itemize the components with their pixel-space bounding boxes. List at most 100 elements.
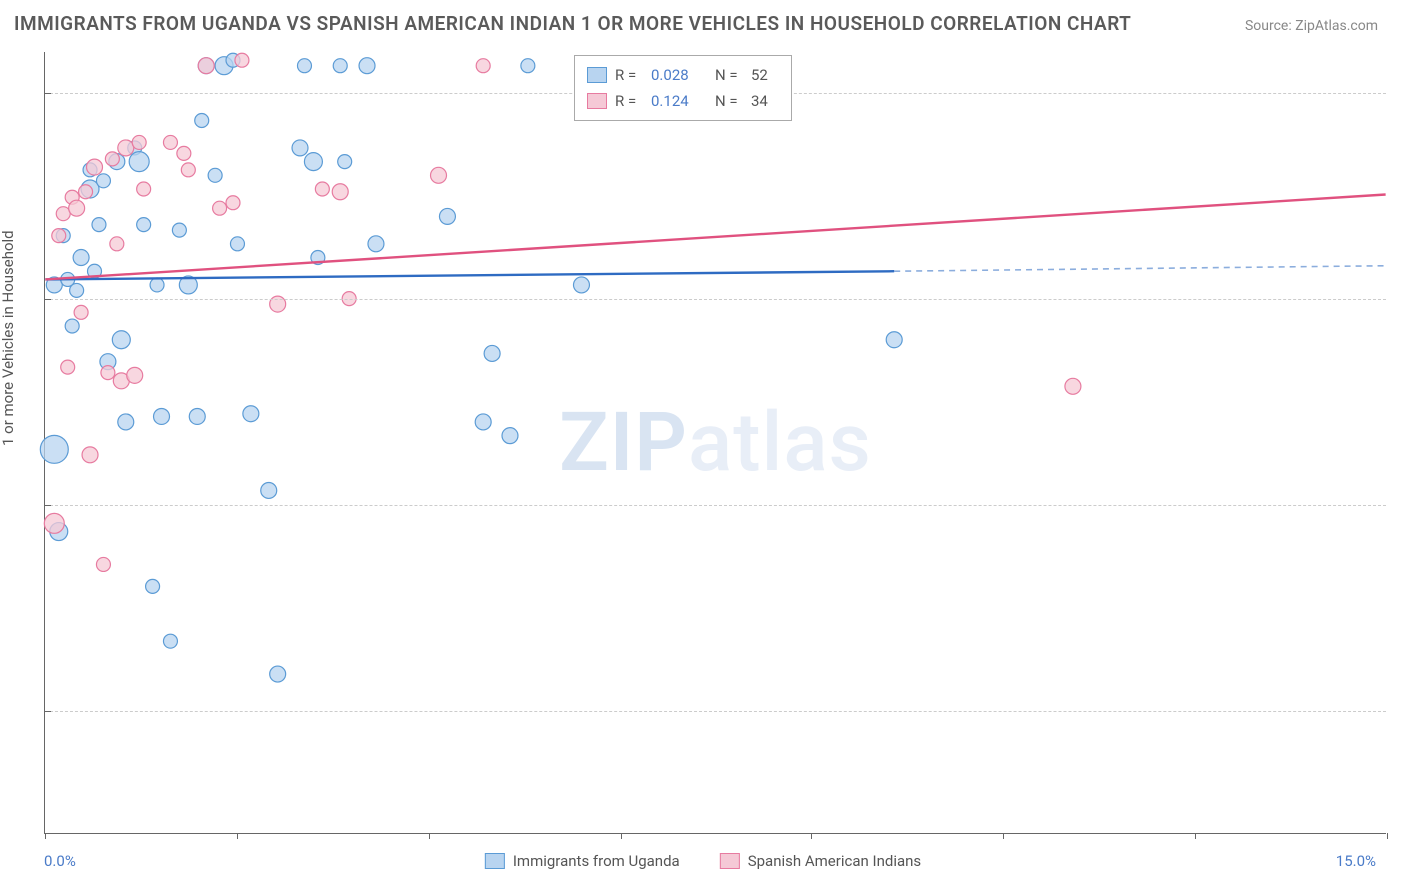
data-point — [40, 435, 68, 463]
data-point — [333, 59, 347, 73]
data-point — [163, 135, 177, 149]
data-point — [163, 634, 177, 648]
legend-swatch — [485, 853, 505, 869]
y-axis-title: 1 or more Vehicles in Household — [0, 230, 17, 446]
data-point — [1065, 378, 1081, 394]
data-point — [886, 332, 902, 348]
legend-item: Immigrants from Uganda — [485, 852, 680, 870]
data-point — [270, 666, 286, 682]
data-point — [292, 140, 308, 156]
data-point — [118, 414, 134, 430]
data-point — [573, 277, 589, 293]
y-tick — [45, 299, 51, 300]
data-point — [92, 218, 106, 232]
y-tick — [45, 93, 51, 94]
data-point — [235, 53, 249, 67]
data-point — [189, 408, 205, 424]
data-point — [213, 201, 227, 215]
data-point — [332, 184, 348, 200]
legend-item: Spanish American Indians — [720, 852, 921, 870]
legend-stats-row: R = 0.028 N = 52 — [587, 62, 779, 88]
data-point — [118, 140, 134, 156]
data-point — [368, 236, 384, 252]
data-point — [96, 557, 110, 571]
x-tick — [621, 833, 622, 839]
legend-r-value: 0.124 — [651, 92, 701, 110]
data-point — [112, 331, 130, 349]
legend-n-value: 52 — [751, 66, 779, 84]
data-point — [101, 366, 115, 380]
data-point — [79, 185, 93, 199]
data-point — [129, 152, 149, 172]
data-point — [132, 135, 146, 149]
data-point — [198, 58, 214, 74]
legend-series-name: Spanish American Indians — [748, 852, 921, 870]
legend-swatch — [720, 853, 740, 869]
trend-line-extrapolated — [894, 266, 1385, 271]
data-point — [150, 278, 164, 292]
scatter-plot-svg — [45, 52, 1386, 833]
legend-swatch — [587, 67, 607, 83]
x-tick — [429, 833, 430, 839]
legend-r-value: 0.028 — [651, 66, 701, 84]
data-point — [439, 208, 455, 224]
y-tick-label: 77.5% — [1396, 702, 1406, 720]
x-axis-max-label: 15.0% — [1336, 852, 1376, 870]
legend-stats-row: R = 0.124 N = 34 — [587, 88, 779, 114]
data-point — [127, 367, 143, 383]
data-point — [52, 229, 66, 243]
x-tick — [1387, 833, 1388, 839]
source-attribution: Source: ZipAtlas.com — [1245, 18, 1378, 34]
data-point — [110, 237, 124, 251]
chart-title: IMMIGRANTS FROM UGANDA VS SPANISH AMERIC… — [14, 12, 1131, 35]
data-point — [208, 168, 222, 182]
y-tick-label: 92.5% — [1396, 290, 1406, 308]
legend-n-label: N = — [715, 66, 743, 84]
legend-n-label: N = — [715, 92, 743, 110]
series-legend: Immigrants from Uganda Spanish American I… — [485, 852, 921, 870]
y-tick-label: 85.0% — [1396, 496, 1406, 514]
x-tick — [1003, 833, 1004, 839]
data-point — [315, 182, 329, 196]
data-point — [243, 406, 259, 422]
data-point — [65, 319, 79, 333]
data-point — [137, 182, 151, 196]
data-point — [521, 59, 535, 73]
legend-n-value: 34 — [751, 92, 779, 110]
legend-series-name: Immigrants from Uganda — [513, 852, 680, 870]
legend-r-label: R = — [615, 66, 643, 84]
x-tick — [811, 833, 812, 839]
data-point — [73, 250, 89, 266]
data-point — [431, 167, 447, 183]
data-point — [61, 360, 75, 374]
data-point — [146, 579, 160, 593]
data-point — [172, 223, 186, 237]
correlation-legend-box: R = 0.028 N = 52 R = 0.124 N = 34 — [574, 55, 792, 121]
data-point — [137, 218, 151, 232]
y-tick — [45, 505, 51, 506]
gridline — [45, 505, 1386, 506]
legend-r-label: R = — [615, 92, 643, 110]
gridline — [45, 711, 1386, 712]
data-point — [338, 155, 352, 169]
data-point — [230, 237, 244, 251]
data-point — [359, 58, 375, 74]
data-point — [70, 283, 84, 297]
data-point — [475, 414, 491, 430]
data-point — [105, 152, 119, 166]
chart-plot-area: ZIPatlas 77.5%85.0%92.5%100.0% — [44, 52, 1386, 834]
gridline — [45, 299, 1386, 300]
data-point — [44, 513, 64, 533]
x-axis-min-label: 0.0% — [44, 852, 76, 870]
data-point — [502, 428, 518, 444]
x-tick — [45, 833, 46, 839]
data-point — [154, 408, 170, 424]
data-point — [74, 305, 88, 319]
data-point — [297, 59, 311, 73]
data-point — [82, 447, 98, 463]
legend-swatch — [587, 93, 607, 109]
x-tick — [1195, 833, 1196, 839]
data-point — [181, 163, 195, 177]
x-tick — [237, 833, 238, 839]
data-point — [87, 159, 103, 175]
